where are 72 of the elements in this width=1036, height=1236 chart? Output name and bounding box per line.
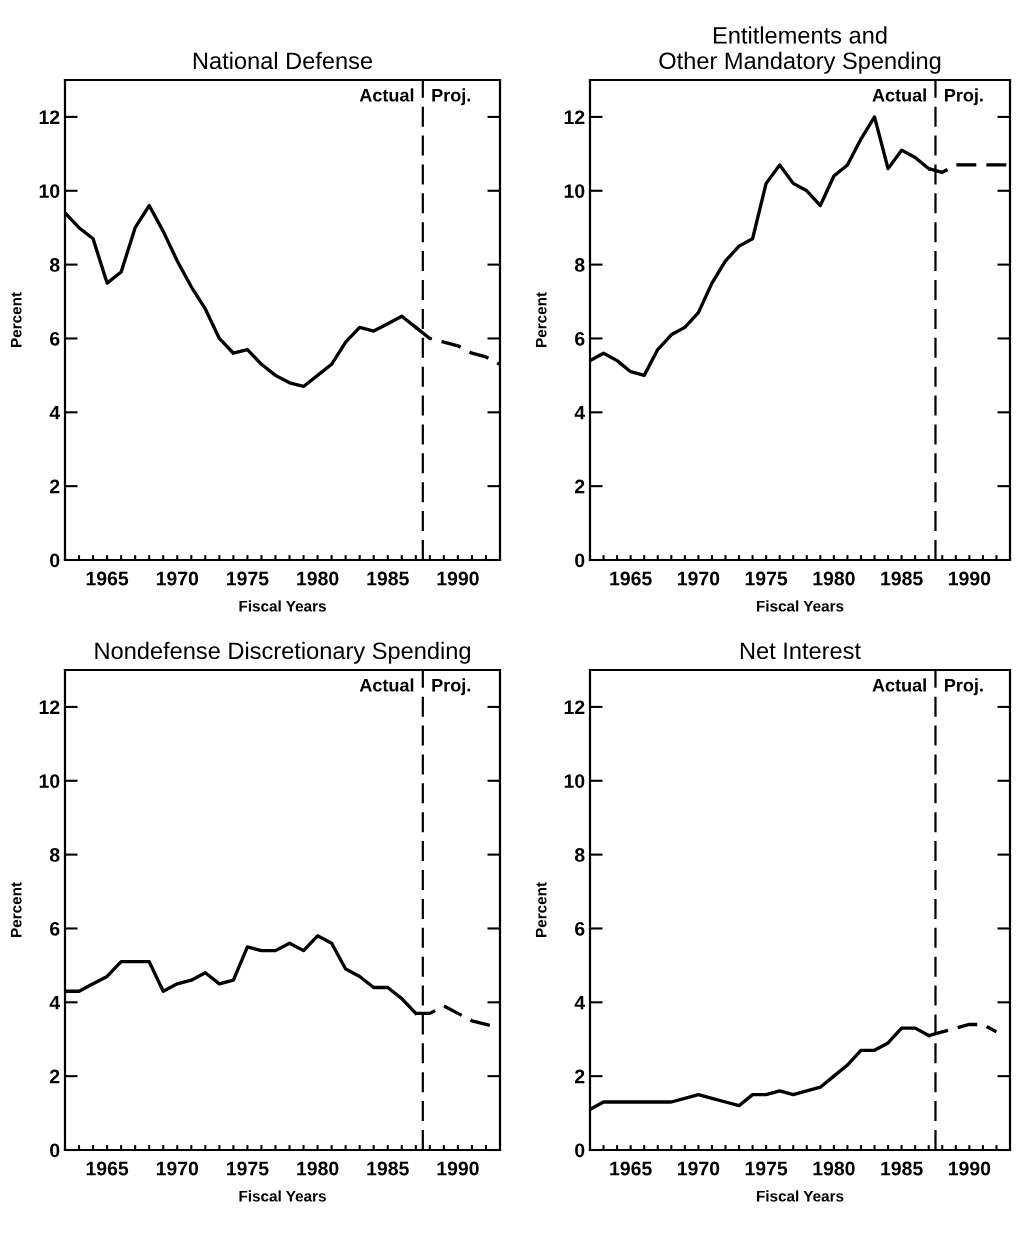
y-tick-label: 2 [575,479,585,494]
y-tick-label: 8 [49,258,60,272]
y-tick-label: 10 [39,184,60,199]
x-tick-label: 1980 [813,571,855,586]
x-tick-label: 1990 [948,1161,991,1176]
x-tick-label: 1965 [610,571,652,586]
x-axis-title: Fiscal Years [756,1190,844,1202]
x-tick-label: 1980 [297,571,339,586]
x-tick-label: 1965 [86,571,129,586]
x-tick-label: 1980 [813,1161,855,1176]
chart-title: Nondefense Discretionary Spending [95,641,470,664]
y-tick-label: 10 [39,774,60,789]
y-tick-label: 0 [575,1143,585,1158]
x-axis-title: Fiscal Years [239,1190,326,1202]
annotation: Proj. [432,678,471,696]
y-tick-label: 2 [50,1069,60,1084]
y-tick-label: 4 [574,405,586,420]
x-tick-label: 1985 [367,571,409,586]
x-tick-label: 1970 [677,571,720,586]
y-axis-title: Percent [10,292,22,347]
x-tick-label: 1985 [881,1161,923,1176]
x-tick-label: 1975 [227,571,269,586]
y-tick-label: 6 [575,921,585,936]
x-tick-label: 1965 [86,1161,129,1176]
annotation: Actual [872,88,926,102]
x-tick-label: 1980 [297,1161,339,1176]
x-tick-label: 1970 [156,571,199,586]
y-tick-label: 12 [564,110,585,124]
y-tick-label: 4 [574,995,586,1010]
chart-title: Entitlements and Other Mandatory Spending [659,26,941,74]
y-tick-label: 6 [575,331,585,346]
y-tick-label: 0 [575,553,585,568]
annotation: Proj. [945,678,983,696]
annotation: Proj. [432,88,471,106]
y-tick-label: 10 [564,184,585,199]
chart-title: Net Interest [740,642,861,660]
y-tick-label: 8 [574,848,585,862]
x-axis-title: Fiscal Years [239,600,326,612]
y-tick-label: 4 [49,405,61,420]
y-tick-label: 0 [50,1143,60,1158]
y-tick-label: 8 [574,258,585,272]
chart-title: National Defense [193,51,373,70]
y-tick-label: 10 [564,774,585,789]
x-axis-title: Fiscal Years [756,600,844,612]
x-tick-label: 1990 [948,571,991,586]
x-tick-label: 1970 [677,1161,720,1176]
y-axis-title: Percent [535,292,547,347]
x-tick-label: 1985 [881,571,923,586]
y-tick-label: 12 [39,700,60,714]
annotation: Proj. [945,88,983,106]
annotation: Actual [359,678,414,692]
y-axis-title: Percent [535,882,547,937]
y-tick-label: 12 [39,110,60,124]
y-tick-label: 6 [50,921,60,936]
x-tick-label: 1975 [745,1161,788,1176]
x-tick-label: 1970 [156,1161,199,1176]
x-tick-label: 1975 [227,1161,269,1176]
x-tick-label: 1985 [367,1161,409,1176]
annotation: Actual [872,678,926,692]
y-tick-label: 12 [564,700,585,714]
x-tick-label: 1975 [745,571,788,586]
y-tick-label: 0 [50,553,60,568]
y-axis-title: Percent [10,882,22,937]
y-tick-label: 6 [50,331,60,346]
x-tick-label: 1965 [610,1161,652,1176]
annotation: Actual [359,88,414,102]
x-tick-label: 1990 [437,571,479,586]
x-tick-label: 1990 [437,1161,479,1176]
y-tick-label: 2 [575,1069,585,1084]
y-tick-label: 2 [50,479,60,494]
y-tick-label: 4 [49,995,61,1010]
y-tick-label: 8 [49,848,60,862]
